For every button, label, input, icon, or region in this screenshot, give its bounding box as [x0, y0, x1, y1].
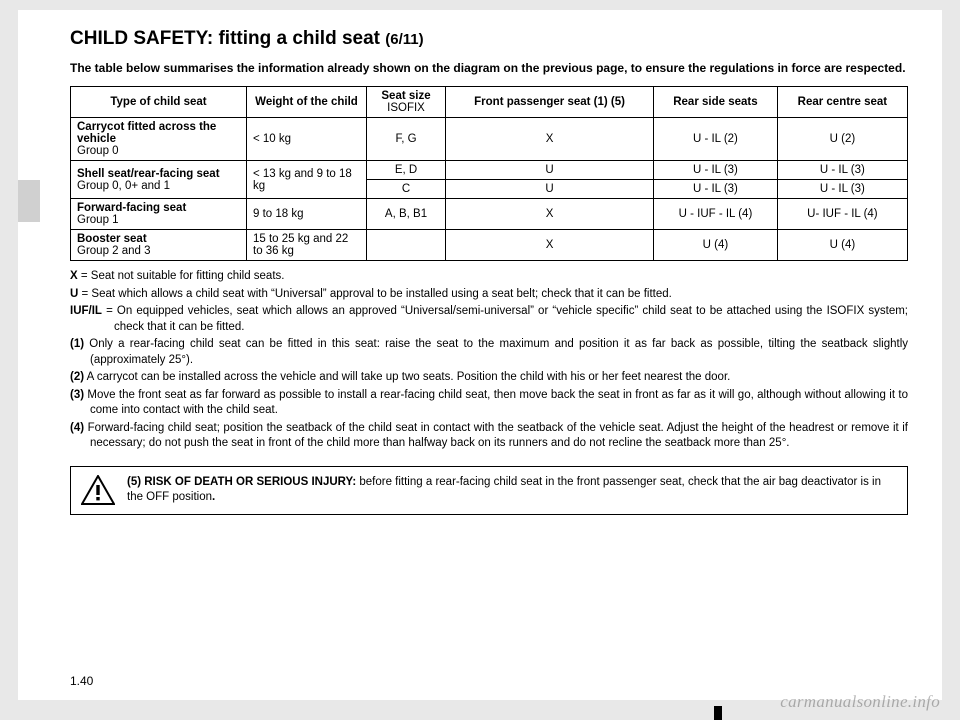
cell-type: Carrycot fitted across the vehicle Group…	[71, 118, 247, 161]
table-row: Carrycot fitted across the vehicle Group…	[71, 118, 908, 161]
legend-text: A carrycot can be installed across the v…	[84, 371, 730, 383]
title-main: CHILD SAFETY: fitting a child seat	[70, 28, 380, 49]
table-header-row: Type of child seat Weight of the child S…	[71, 87, 908, 118]
type-sub: Group 2 and 3	[77, 245, 151, 257]
cell-size: E, D	[367, 161, 446, 180]
cell-front: U	[446, 180, 654, 199]
legend-key: (1)	[70, 338, 84, 350]
type-sub: Group 0	[77, 145, 119, 157]
page-number: 1.40	[70, 674, 93, 688]
type-bold: Booster seat	[77, 233, 147, 245]
intro-text: The table below summarises the informati…	[70, 60, 908, 76]
legend-key: X	[70, 270, 78, 282]
cell-weight: 15 to 25 kg and 22 to 36 kg	[247, 230, 367, 261]
type-bold: Shell seat/rear-facing seat	[77, 168, 220, 180]
legend-n3: (3) Move the front seat as far forward a…	[70, 388, 908, 419]
cell-size: F, G	[367, 118, 446, 161]
legend-key: (3)	[70, 389, 84, 401]
cell-front: X	[446, 230, 654, 261]
table-row: Forward-facing seat Group 1 9 to 18 kg A…	[71, 199, 908, 230]
cell-weight: < 13 kg and 9 to 18 kg	[247, 161, 367, 199]
th-type: Type of child seat	[71, 87, 247, 118]
cell-rear-centre: U (2)	[777, 118, 907, 161]
cell-weight: < 10 kg	[247, 118, 367, 161]
page-title: CHILD SAFETY: fitting a child seat (6/11…	[70, 28, 908, 50]
cell-rear-centre: U - IL (3)	[777, 180, 907, 199]
cell-weight: 9 to 18 kg	[247, 199, 367, 230]
cell-type: Booster seat Group 2 and 3	[71, 230, 247, 261]
cell-rear-centre: U- IUF - IL (4)	[777, 199, 907, 230]
th-size-sub: ISOFIX	[387, 102, 425, 114]
cell-type: Shell seat/rear-facing seat Group 0, 0+ …	[71, 161, 247, 199]
legend-text: Move the front seat as far forward as po…	[84, 389, 908, 417]
th-rear-side: Rear side seats	[654, 87, 778, 118]
legend-iuf: IUF/IL = On equipped vehicles, seat whic…	[70, 304, 908, 335]
legend-text: = Seat which allows a child seat with “U…	[78, 288, 672, 300]
warning-icon	[81, 475, 115, 505]
cell-front: X	[446, 199, 654, 230]
cell-rear-side: U (4)	[654, 230, 778, 261]
th-front: Front passenger seat (1) (5)	[446, 87, 654, 118]
legend-text: = On equipped vehicles, seat which allow…	[102, 305, 908, 333]
title-sub: (6/11)	[385, 31, 423, 48]
cell-type: Forward-facing seat Group 1	[71, 199, 247, 230]
cell-size	[367, 230, 446, 261]
child-seat-table: Type of child seat Weight of the child S…	[70, 86, 908, 261]
th-size: Seat size ISOFIX	[367, 87, 446, 118]
legend-u: U = Seat which allows a child seat with …	[70, 287, 908, 303]
legend-block: X = Seat not suitable for fitting child …	[70, 269, 908, 452]
warning-text: (5) RISK OF DEATH OR SERIOUS INJURY: bef…	[127, 475, 897, 506]
warning-bold: (5) RISK OF DEATH OR SERIOUS INJURY:	[127, 476, 356, 488]
legend-n2: (2) A carrycot can be installed across t…	[70, 370, 908, 386]
cell-size: A, B, B1	[367, 199, 446, 230]
type-bold: Forward-facing seat	[77, 202, 186, 214]
cell-rear-side: U - IL (3)	[654, 161, 778, 180]
manual-page: CHILD SAFETY: fitting a child seat (6/11…	[18, 10, 942, 700]
type-sub: Group 0, 0+ and 1	[77, 180, 170, 192]
legend-key: IUF/IL	[70, 305, 102, 317]
cell-rear-side: U - IL (2)	[654, 118, 778, 161]
table-row: Booster seat Group 2 and 3 15 to 25 kg a…	[71, 230, 908, 261]
legend-x: X = Seat not suitable for fitting child …	[70, 269, 908, 285]
warning-box: (5) RISK OF DEATH OR SERIOUS INJURY: bef…	[70, 466, 908, 515]
cell-front: U	[446, 161, 654, 180]
table-row: Shell seat/rear-facing seat Group 0, 0+ …	[71, 161, 908, 180]
type-bold: Carrycot fitted across the vehicle	[77, 121, 216, 145]
th-rear-centre: Rear centre seat	[777, 87, 907, 118]
print-mark	[714, 706, 722, 720]
th-weight: Weight of the child	[247, 87, 367, 118]
legend-text: = Seat not suitable for fitting child se…	[78, 270, 285, 282]
side-tab	[18, 180, 40, 222]
legend-n1: (1) Only a rear-facing child seat can be…	[70, 337, 908, 368]
th-size-top: Seat size	[381, 90, 430, 102]
cell-rear-side: U - IUF - IL (4)	[654, 199, 778, 230]
cell-rear-side: U - IL (3)	[654, 180, 778, 199]
legend-n4: (4) Forward-facing child seat; position …	[70, 421, 908, 452]
cell-size: C	[367, 180, 446, 199]
legend-text: Only a rear-facing child seat can be fit…	[84, 338, 908, 366]
legend-key: (4)	[70, 422, 84, 434]
cell-rear-centre: U (4)	[777, 230, 907, 261]
cell-rear-centre: U - IL (3)	[777, 161, 907, 180]
type-sub: Group 1	[77, 214, 119, 226]
legend-text: Forward-facing child seat; position the …	[84, 422, 908, 450]
watermark-text: carmanualsonline.info	[780, 692, 940, 712]
legend-key: (2)	[70, 371, 84, 383]
cell-front: X	[446, 118, 654, 161]
